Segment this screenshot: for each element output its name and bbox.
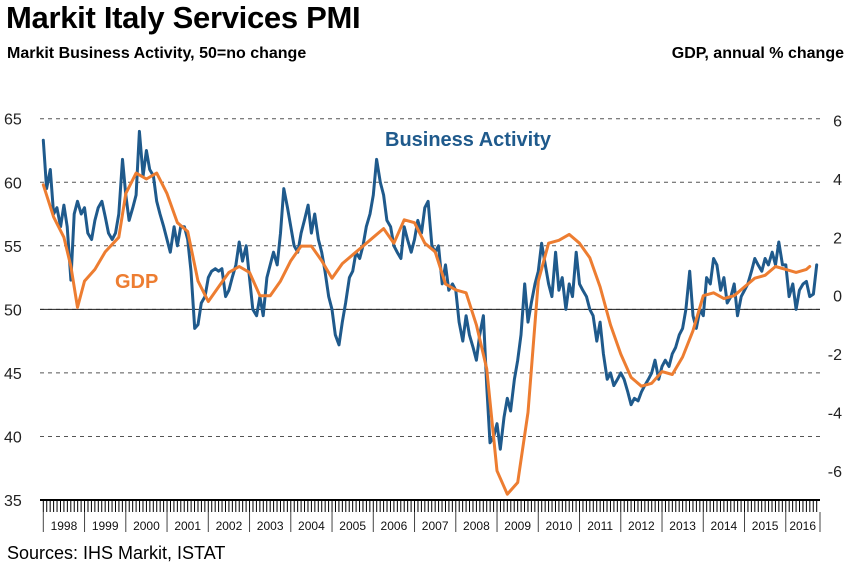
- left-tick-label: 45: [4, 366, 22, 383]
- left-tick-label: 35: [4, 493, 22, 510]
- x-tick-label: 2014: [711, 519, 738, 533]
- x-axis-month-ticks: [42, 500, 818, 512]
- left-tick-label: 55: [4, 239, 22, 256]
- x-tick-label: 2010: [546, 519, 573, 533]
- x-tick-label: 2001: [174, 519, 201, 533]
- left-tick-label: 60: [4, 175, 22, 192]
- x-tick-label: 2000: [133, 519, 160, 533]
- annotation-gdp: GDP: [115, 271, 158, 293]
- series-layer: [41, 129, 819, 496]
- sources-note: Sources: IHS Markit, ISTAT: [7, 543, 226, 563]
- left-tick-label: 50: [4, 302, 22, 319]
- x-tick-label: 2012: [628, 519, 655, 533]
- x-tick-label: 2009: [504, 519, 531, 533]
- x-tick-label: 2004: [298, 519, 325, 533]
- series-line-business-activity: [41, 129, 819, 451]
- chart-title: Markit Italy Services PMI: [6, 0, 361, 35]
- series-line-gdp: [41, 171, 812, 496]
- x-tick-label: 2006: [381, 519, 408, 533]
- right-tick-label: -4: [828, 405, 842, 422]
- x-tick-label: 2002: [216, 519, 243, 533]
- right-tick-label: 0: [833, 289, 842, 306]
- x-tick-label: 1998: [51, 519, 78, 533]
- x-tick-label: 2007: [422, 519, 449, 533]
- annotation-business-activity: Business Activity: [385, 129, 552, 151]
- annotations: Business Activity GDP: [115, 129, 552, 293]
- left-tick-label: 65: [4, 112, 22, 129]
- x-tick-label: 2003: [257, 519, 284, 533]
- x-tick-label: 2011: [587, 519, 613, 533]
- right-tick-label: -2: [828, 347, 842, 364]
- x-tick-label: 1999: [92, 519, 119, 533]
- left-axis-title: Markit Business Activity, 50=no change: [7, 45, 307, 62]
- right-axis-ticks: -6 -4 -2 0 2 4 6: [828, 114, 842, 481]
- x-tick-label: 2008: [463, 519, 490, 533]
- x-axis: 1998 1999 2000 2001 2002 2003 2004 2005 2006 2007…: [40, 499, 821, 533]
- x-tick-label: 2016: [789, 519, 816, 533]
- right-tick-label: -6: [828, 464, 842, 481]
- x-tick-label: 2005: [339, 519, 366, 533]
- right-tick-label: 2: [833, 230, 842, 247]
- right-tick-label: 4: [833, 172, 842, 189]
- x-tick-label: 2015: [752, 519, 779, 533]
- right-tick-label: 6: [833, 114, 842, 131]
- left-axis-ticks: 35 40 45 50 55 60 65: [4, 112, 22, 510]
- x-tick-label: 2013: [669, 519, 696, 533]
- left-tick-label: 40: [4, 429, 22, 446]
- right-axis-title: GDP, annual % change: [671, 45, 844, 62]
